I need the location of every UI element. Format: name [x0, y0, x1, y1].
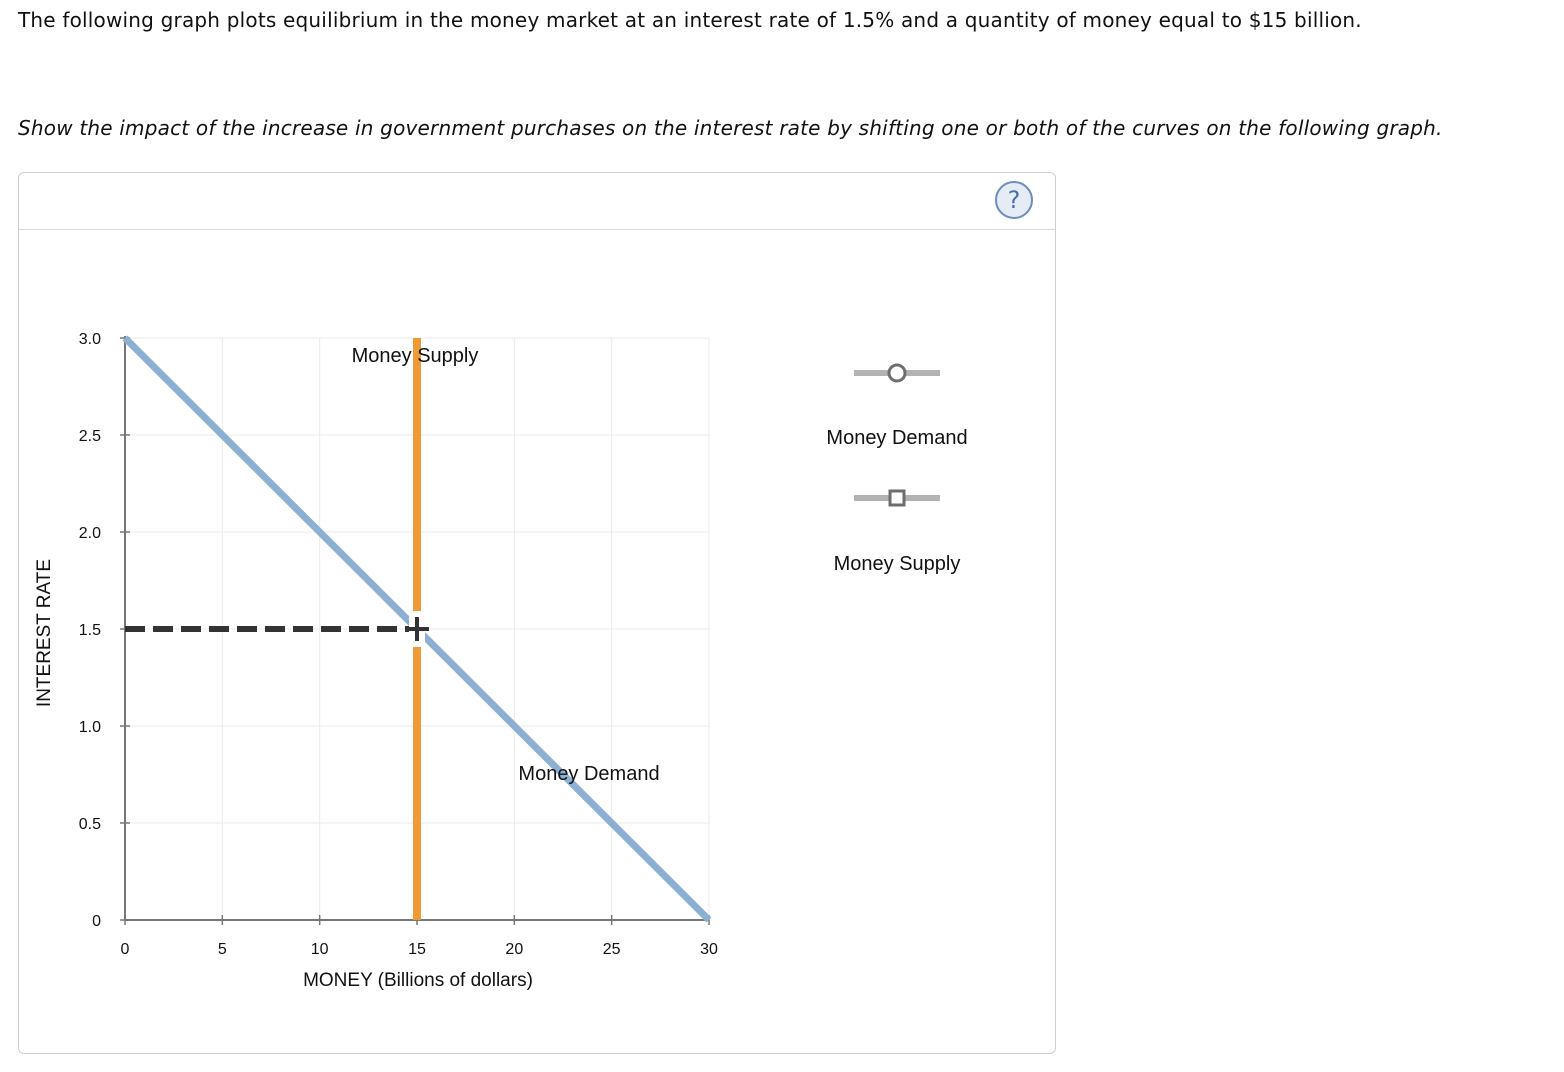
- y-tick-label: 0: [92, 913, 101, 930]
- curve-labels: Money Supply Money Demand: [352, 345, 660, 785]
- y-axis-label: INTEREST RATE: [34, 559, 55, 707]
- money-demand-curve-label: Money Demand: [518, 763, 659, 785]
- x-tick-label: 15: [408, 941, 426, 958]
- money-supply-curve-label: Money Supply: [352, 345, 479, 367]
- intro-text: The following graph plots equilibrium in…: [18, 8, 1362, 32]
- question-circle-icon[interactable]: ?: [995, 181, 1033, 219]
- y-tick-label: 0.5: [79, 816, 101, 833]
- x-tick-label: 30: [700, 941, 718, 958]
- x-tick-label: 5: [218, 941, 227, 958]
- y-tick-label: 1.5: [79, 622, 101, 639]
- graph-panel: ?: [18, 172, 1056, 1054]
- y-tick-label: 2.5: [79, 428, 101, 445]
- instruction-text: Show the impact of the increase in gover…: [18, 116, 1443, 140]
- circle-marker-icon: [887, 363, 907, 383]
- legend-money-supply-tool[interactable]: Money Supply: [834, 489, 961, 575]
- y-tick-label: 2.0: [79, 525, 101, 542]
- x-tick-label: 20: [505, 941, 523, 958]
- legend-label-money-supply: Money Supply: [834, 553, 961, 575]
- equilibrium: [125, 611, 429, 647]
- square-marker-icon: [888, 489, 906, 507]
- legend-label-money-demand: Money Demand: [826, 427, 967, 449]
- x-tick-label: 10: [311, 941, 329, 958]
- legend-money-demand-tool[interactable]: Money Demand: [826, 363, 968, 449]
- y-tick-label: 3.0: [79, 331, 101, 348]
- y-tick-label: 1.0: [79, 719, 101, 736]
- x-tick-label: 25: [603, 941, 621, 958]
- x-axis-label: MONEY (Billions of dollars): [303, 970, 533, 991]
- legend: Money Demand Money Supply: [826, 363, 968, 575]
- panel-header: ?: [19, 173, 1055, 230]
- tick-labels: 0 5 10 15 20 25 30 0 0.5 1.0 1.5 2.0 2.5 3.0: [79, 331, 718, 958]
- x-tick-label: 0: [121, 941, 130, 958]
